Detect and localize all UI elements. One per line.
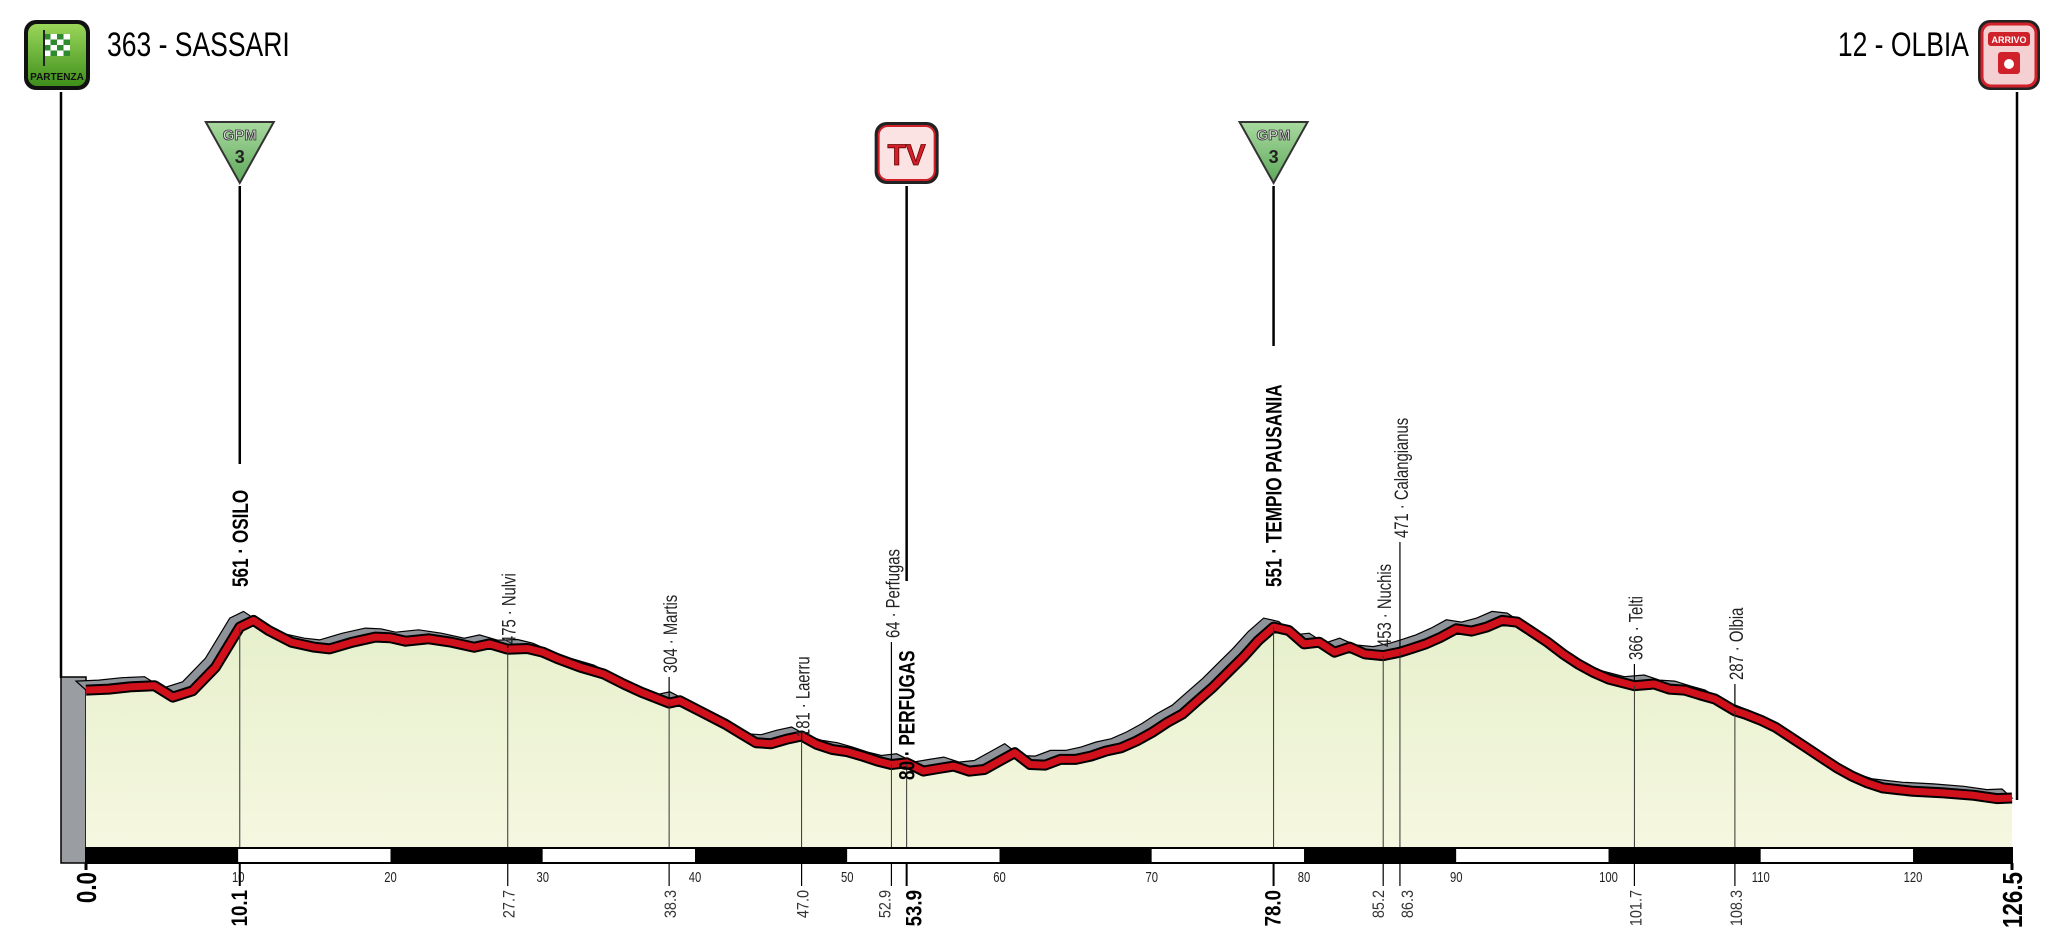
x-tick-label: 70 (1146, 868, 1159, 885)
x-tick-label: 20 (384, 868, 397, 885)
marker-label: 551 · TEMPIO PAUSANIA (1263, 384, 1288, 587)
km-mark-label: 101.7 (1627, 890, 1645, 926)
partenza-flag-icon: PARTENZA (24, 20, 90, 90)
km-bar-segment (847, 848, 1000, 863)
km-mark-label: 52.9 (876, 890, 894, 918)
marker-label: 366 · Telti (1626, 596, 1647, 660)
marker-label: 287 · Olbia (1726, 607, 1747, 680)
x-tick-label: 110 (1752, 868, 1770, 885)
axis-layer: 10 20 30 40 50 60 70 80 90 100 110 120 0.0 126.5 10.1 2… (72, 847, 2029, 928)
x-tick-label: 30 (537, 868, 550, 885)
km-bar-segment (695, 848, 848, 863)
partenza-icon-text: PARTENZA (30, 72, 84, 83)
start-km-label: 0.0 (72, 872, 103, 903)
km-mark-label: 10.1 (228, 890, 252, 926)
x-tick-label: 40 (689, 868, 702, 885)
km-bar-outline (85, 847, 2013, 864)
km-mark-label: 38.3 (662, 890, 680, 918)
km-bar-segment (1760, 848, 1914, 863)
km-bar-segment (999, 848, 1152, 863)
gpm-triangle (204, 121, 276, 186)
km-mark-label: 86.3 (1399, 890, 1417, 918)
km-bar-segment (1456, 848, 1609, 863)
marker-label: 304 · Martis (660, 595, 681, 673)
gpm-text: GPM (1256, 127, 1290, 144)
finish-location-label: 12 - OLBIA (1838, 26, 1970, 64)
km-mark-label: 78.0 (1262, 890, 1286, 926)
gpm-climb-icon: GPM 3 (1237, 121, 1310, 186)
km-bar-segment (1304, 848, 1457, 863)
km-bar-segment (1913, 848, 2012, 863)
marker-label: 64 · Perfugas (883, 549, 904, 638)
km-bar-segment (1608, 848, 1761, 863)
marker-label: 181 · Laerru (793, 656, 814, 737)
badge-layer: GPM 3 TV GPM 3 (204, 121, 1310, 581)
marker-label: 453 · Nuchis (1374, 564, 1395, 647)
gpm-triangle (1237, 121, 1310, 186)
km-mark-label: 47.0 (795, 890, 813, 918)
km-bar-segment (1151, 848, 1305, 863)
x-tick-label: 80 (1298, 868, 1311, 885)
profile-line (85, 616, 2013, 803)
x-tick-label: 10 (232, 868, 245, 885)
arrivo-icon-text: ARRIVO (1991, 35, 2026, 45)
tv-icon-bg (877, 125, 936, 181)
marker-label: 475 · Nulvi (499, 573, 520, 644)
km-bar-segment (86, 848, 239, 863)
finish-header: 12 - OLBIA ARRIVO (1838, 20, 2040, 90)
marker-layer: 561 · OSILO 475 · Nulvi 304 · Martis 181 · … (229, 384, 1747, 848)
km-mark-label: 53.9 (903, 890, 927, 926)
marker-label: 471 · Calangianus (1391, 418, 1412, 538)
tv-text: TV (887, 139, 925, 172)
arrivo-icon: ARRIVO (1978, 20, 2040, 90)
x-tick-label: 100 (1599, 868, 1618, 885)
gpm-category: 3 (1269, 147, 1279, 167)
start-header: PARTENZA 363 - SASSARI (24, 20, 290, 90)
km-mark-label: 85.2 (1370, 890, 1388, 918)
km-mark-label: 27.7 (501, 890, 519, 918)
end-km-label: 126.5 (1998, 872, 2029, 928)
marker-label: 561 · OSILO (229, 490, 254, 587)
gpm-category: 3 (235, 147, 245, 167)
gpm-text: GPM (223, 127, 257, 144)
start-elevation-block (60, 676, 87, 864)
km-bar-segment (238, 848, 391, 863)
x-tick-label: 120 (1904, 868, 1923, 885)
km-bar-segment (390, 848, 543, 863)
tv-icon: TV (874, 122, 939, 184)
profile-area (86, 620, 2012, 848)
x-tick-label: 60 (993, 868, 1006, 885)
start-location-label: 363 - SASSARI (107, 26, 290, 64)
x-tick-label: 50 (841, 868, 854, 885)
km-mark-label: 108.3 (1728, 890, 1746, 926)
profile-layer (60, 610, 2014, 864)
x-tick-label: 90 (1450, 868, 1463, 885)
marker-label: 80 · PERFUGAS (896, 650, 921, 780)
gpm-climb-icon: GPM 3 (204, 121, 276, 186)
km-bar-segment (542, 848, 696, 863)
